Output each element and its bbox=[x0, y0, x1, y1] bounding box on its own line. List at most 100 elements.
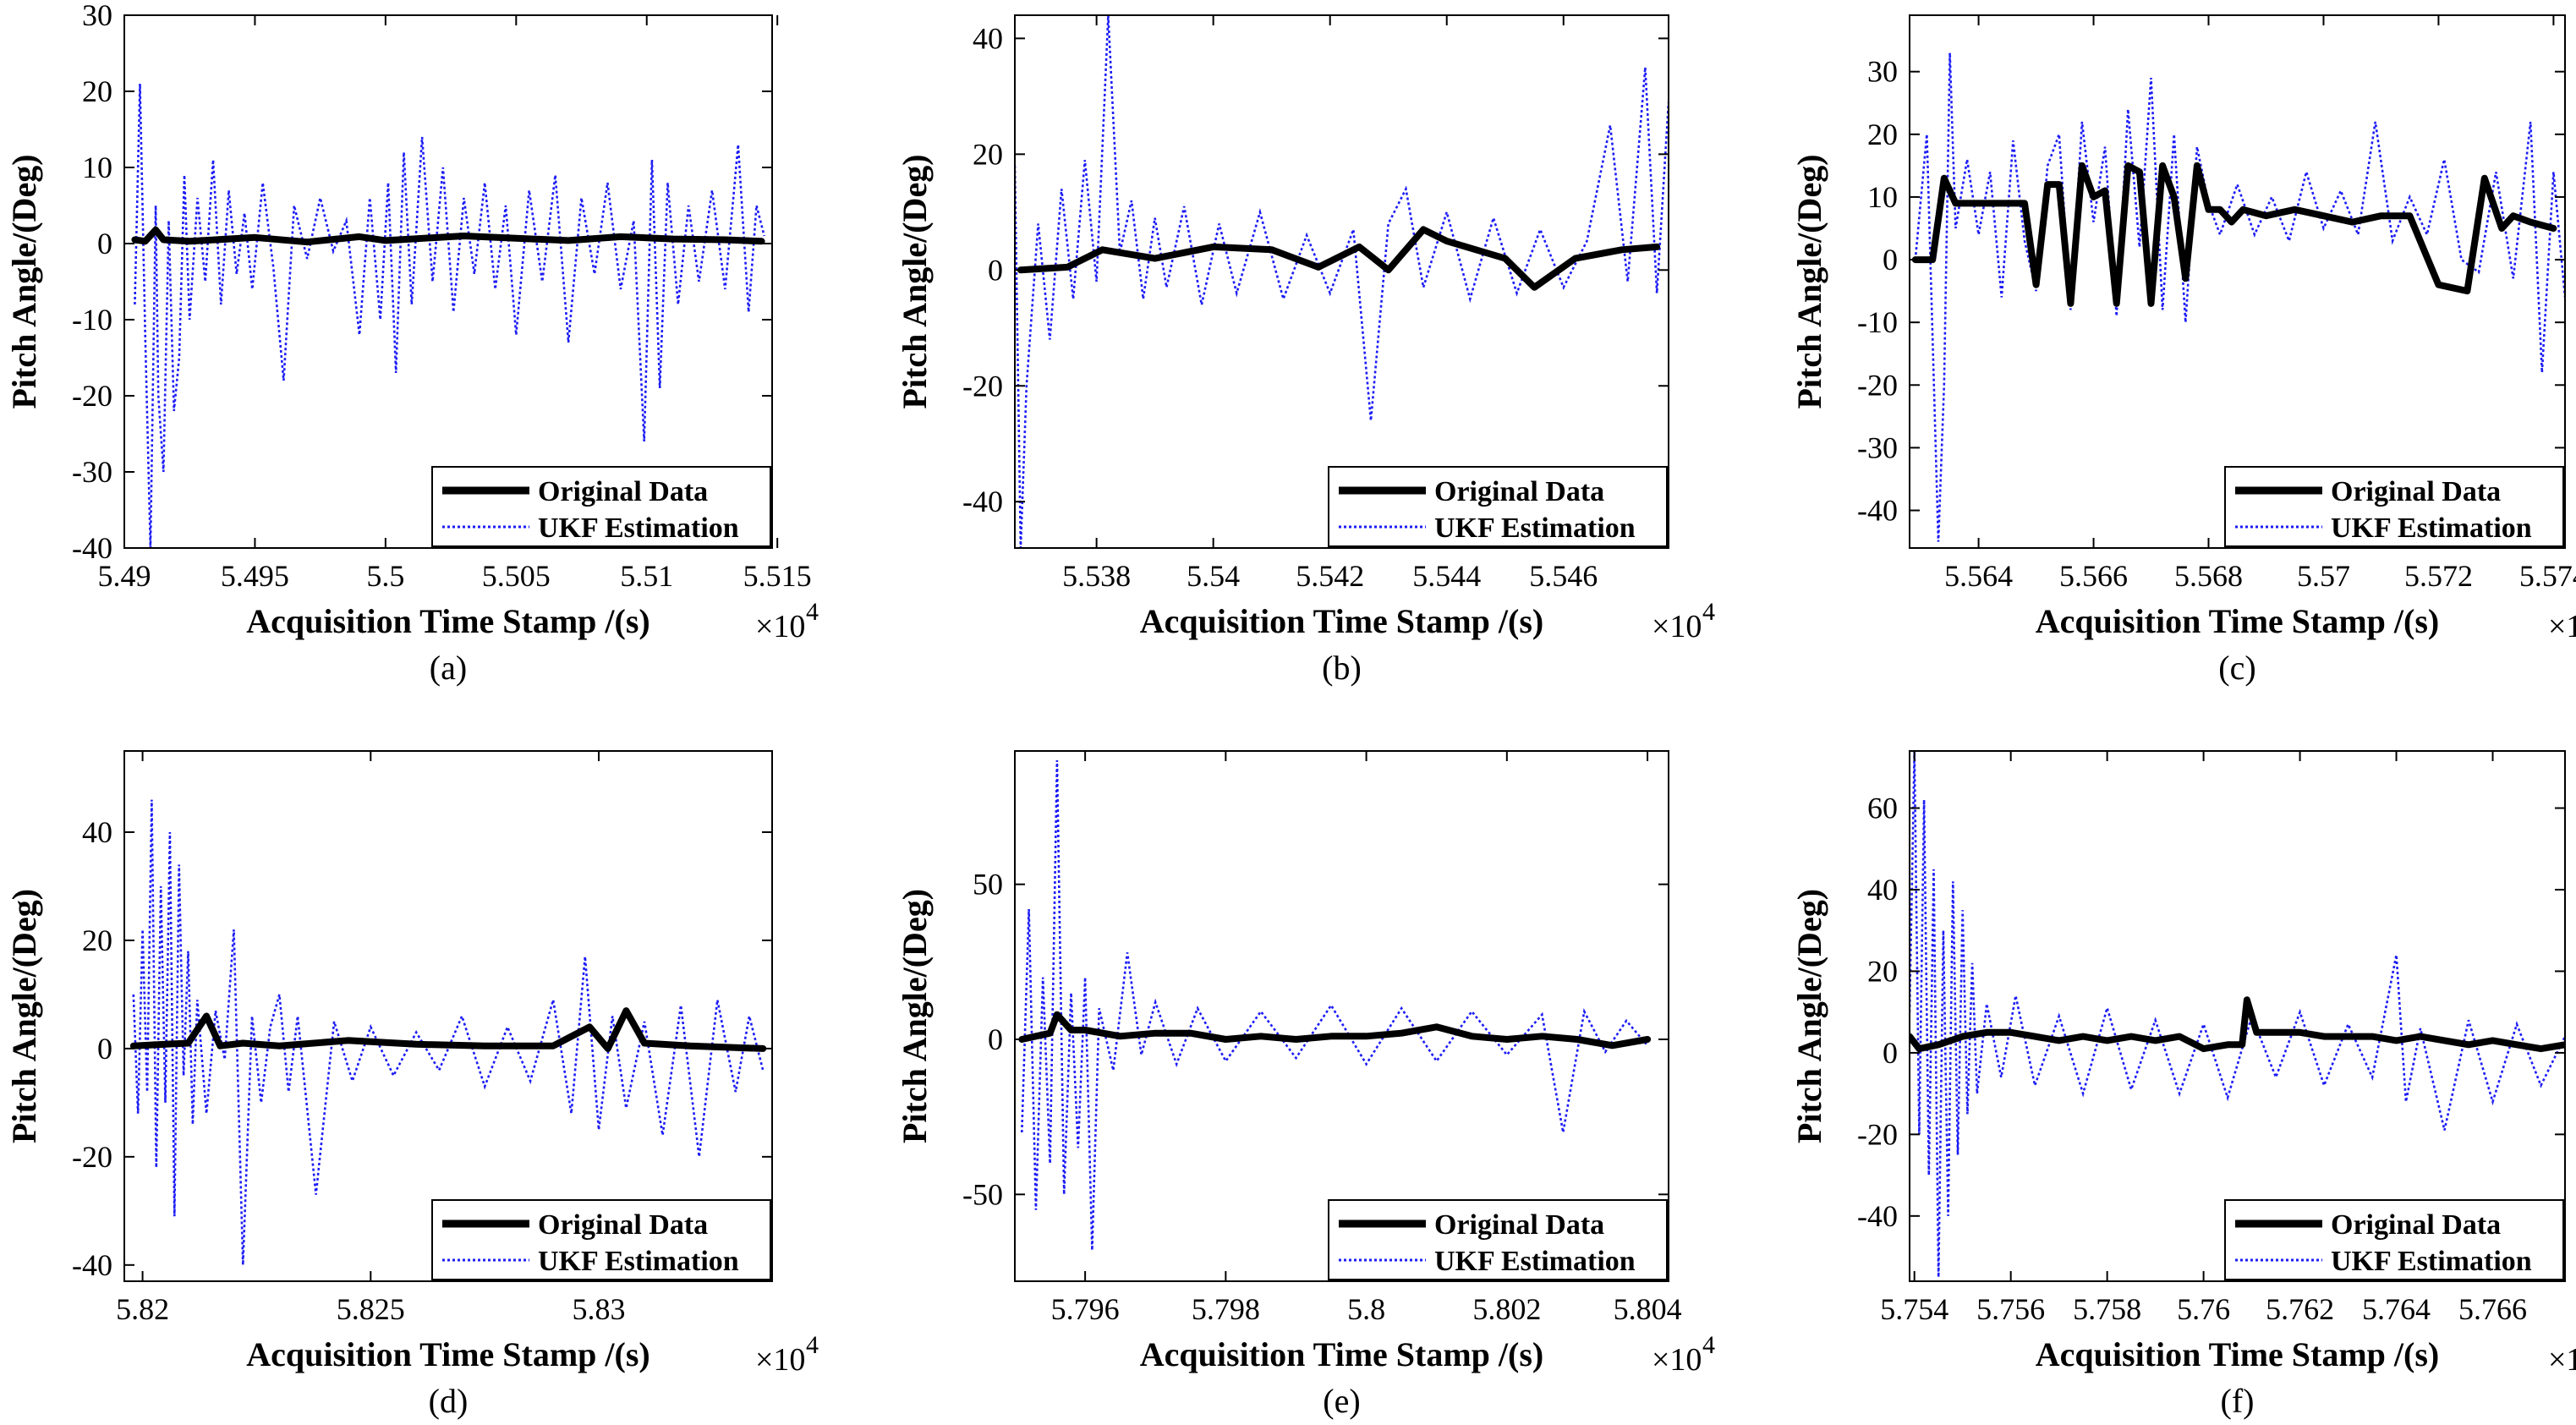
x-tick-label: 5.495 bbox=[221, 559, 289, 593]
x-multiplier-exponent: 4 bbox=[806, 1331, 819, 1359]
legend: Original Data UKF Estimation bbox=[2224, 466, 2564, 547]
legend-ukf-label: UKF Estimation bbox=[1434, 512, 1636, 544]
x-multiplier-exponent: 4 bbox=[1702, 598, 1715, 626]
x-axis-label: Acquisition Time Stamp /(s) bbox=[1140, 1335, 1543, 1373]
y-tick-label: 20 bbox=[1867, 954, 1898, 988]
legend-original-label: Original Data bbox=[1434, 476, 1604, 507]
y-tick-label: 50 bbox=[973, 868, 1003, 902]
x-multiplier: ×10 bbox=[2548, 1342, 2576, 1378]
y-axis-label: Pitch Angle/(Deg) bbox=[1790, 154, 1828, 408]
panel-caption: (e) bbox=[1323, 1382, 1360, 1420]
x-multiplier-exponent: 4 bbox=[1702, 1331, 1715, 1359]
legend-box bbox=[431, 1199, 771, 1280]
y-tick-label: 0 bbox=[1883, 243, 1898, 277]
chart-panel-a: -40 -30 -20 -10 0 10 20 30 5.49 5.495 5.5 5.505 5.51… bbox=[5, 0, 819, 687]
series-group bbox=[1018, 759, 1652, 1251]
x-tick-label: 5.758 bbox=[2073, 1292, 2141, 1326]
y-tick-label: 0 bbox=[988, 253, 1003, 287]
legend-ukf-label: UKF Estimation bbox=[538, 512, 739, 544]
y-tick-label: -40 bbox=[72, 1248, 112, 1282]
y-tick-label: 20 bbox=[973, 137, 1003, 171]
x-tick-label: 5.8 bbox=[1347, 1292, 1385, 1326]
panel-caption: (c) bbox=[2218, 649, 2255, 687]
y-tick-label: 10 bbox=[1867, 180, 1898, 214]
y-tick-label: 40 bbox=[973, 21, 1003, 55]
y-tick-label: 0 bbox=[988, 1022, 1003, 1056]
panel-caption: (a) bbox=[430, 649, 467, 687]
x-multiplier: ×10 bbox=[2548, 609, 2576, 644]
ukf-estimation-line bbox=[1021, 759, 1649, 1251]
panel-caption: (d) bbox=[429, 1382, 469, 1420]
x-tick-label: 5.505 bbox=[482, 559, 551, 593]
y-tick-label: -20 bbox=[72, 1140, 112, 1174]
panels-group: -40 -30 -20 -10 0 10 20 30 5.49 5.495 5.5 5.505 5.51… bbox=[5, 0, 2576, 1420]
original-data-line bbox=[1910, 996, 2565, 1053]
y-tick-label: 60 bbox=[1867, 792, 1898, 825]
plot-area bbox=[1910, 751, 2565, 1281]
x-axis-label: Acquisition Time Stamp /(s) bbox=[2036, 602, 2439, 640]
x-tick-label: 5.57 bbox=[2297, 559, 2350, 593]
y-axis-label: Pitch Angle/(Deg) bbox=[5, 889, 43, 1143]
y-tick-label: -40 bbox=[72, 531, 112, 565]
x-tick-label: 5.572 bbox=[2404, 559, 2473, 593]
x-axis-label: Acquisition Time Stamp /(s) bbox=[246, 1335, 649, 1373]
x-tick-label: 5.566 bbox=[2059, 559, 2128, 593]
y-tick-label: 0 bbox=[1883, 1036, 1898, 1070]
plot-area bbox=[1015, 15, 1669, 548]
x-tick-label: 5.804 bbox=[1614, 1292, 1682, 1326]
x-multiplier-exponent: 4 bbox=[806, 598, 819, 626]
y-tick-label: 20 bbox=[82, 74, 112, 108]
x-tick-label: 5.766 bbox=[2458, 1292, 2527, 1326]
legend-box bbox=[1328, 466, 1668, 547]
legend-original-label: Original Data bbox=[2331, 1209, 2501, 1241]
original-data-line bbox=[1018, 1011, 1652, 1050]
ukf-estimation-line bbox=[1910, 751, 2565, 1278]
y-tick-label: -50 bbox=[962, 1177, 1003, 1211]
series-group bbox=[131, 83, 765, 548]
legend-ukf-label: UKF Estimation bbox=[2331, 512, 2532, 544]
x-tick-label: 5.802 bbox=[1472, 1292, 1541, 1326]
x-tick-label: 5.825 bbox=[337, 1292, 405, 1326]
legend: Original Data UKF Estimation bbox=[431, 466, 771, 547]
y-axis-label: Pitch Angle/(Deg) bbox=[1790, 889, 1828, 1143]
y-tick-label: 30 bbox=[1867, 55, 1898, 89]
axes-frame bbox=[1909, 750, 2566, 1282]
x-tick-label: 5.51 bbox=[620, 559, 673, 593]
y-tick-label: -40 bbox=[962, 485, 1003, 518]
y-tick-label: 40 bbox=[1867, 873, 1898, 907]
x-tick-label: 5.76 bbox=[2177, 1292, 2230, 1326]
legend-original-label: Original Data bbox=[1434, 1209, 1604, 1241]
y-tick-label: 20 bbox=[1867, 118, 1898, 151]
y-tick-label: -20 bbox=[72, 379, 112, 413]
x-tick-label: 5.82 bbox=[116, 1292, 169, 1326]
x-tick-label: 5.544 bbox=[1412, 559, 1481, 593]
plot-area bbox=[1015, 751, 1669, 1281]
y-tick-label: 0 bbox=[97, 227, 112, 260]
x-multiplier: ×10 bbox=[1652, 1342, 1702, 1378]
y-axis-label: Pitch Angle/(Deg) bbox=[5, 154, 43, 408]
chart-panel-f: -40 -20 0 20 40 60 5.754 5.756 5.758 5.76 5.762 5.7… bbox=[1790, 750, 2576, 1420]
legend-ukf-label: UKF Estimation bbox=[538, 1246, 739, 1277]
panel-caption: (b) bbox=[1322, 649, 1362, 687]
series-group bbox=[1911, 52, 2565, 542]
y-tick-label: -20 bbox=[962, 369, 1003, 403]
y-tick-label: -40 bbox=[1857, 1199, 1898, 1233]
panel-caption: (f) bbox=[2221, 1382, 2255, 1420]
legend-original-label: Original Data bbox=[538, 476, 708, 507]
x-tick-label: 5.764 bbox=[2362, 1292, 2431, 1326]
y-tick-label: 10 bbox=[82, 151, 112, 184]
original-data-line bbox=[1911, 162, 2557, 307]
x-tick-label: 5.756 bbox=[1976, 1292, 2045, 1326]
legend: Original Data UKF Estimation bbox=[1328, 466, 1668, 547]
chart-panel-c: -40 -30 -20 -10 0 10 20 30 5.564 5.566 5.568 5.57 5.… bbox=[1790, 14, 2576, 687]
axes-frame bbox=[123, 14, 773, 549]
original-data-line bbox=[131, 226, 765, 246]
ukf-estimation-line bbox=[134, 83, 765, 548]
x-tick-label: 5.538 bbox=[1062, 559, 1131, 593]
original-data-line bbox=[129, 1007, 767, 1052]
plot-area bbox=[124, 751, 772, 1281]
y-tick-label: -40 bbox=[1857, 494, 1898, 528]
x-tick-label: 5.798 bbox=[1192, 1292, 1260, 1326]
x-tick-label: 5.796 bbox=[1051, 1292, 1120, 1326]
